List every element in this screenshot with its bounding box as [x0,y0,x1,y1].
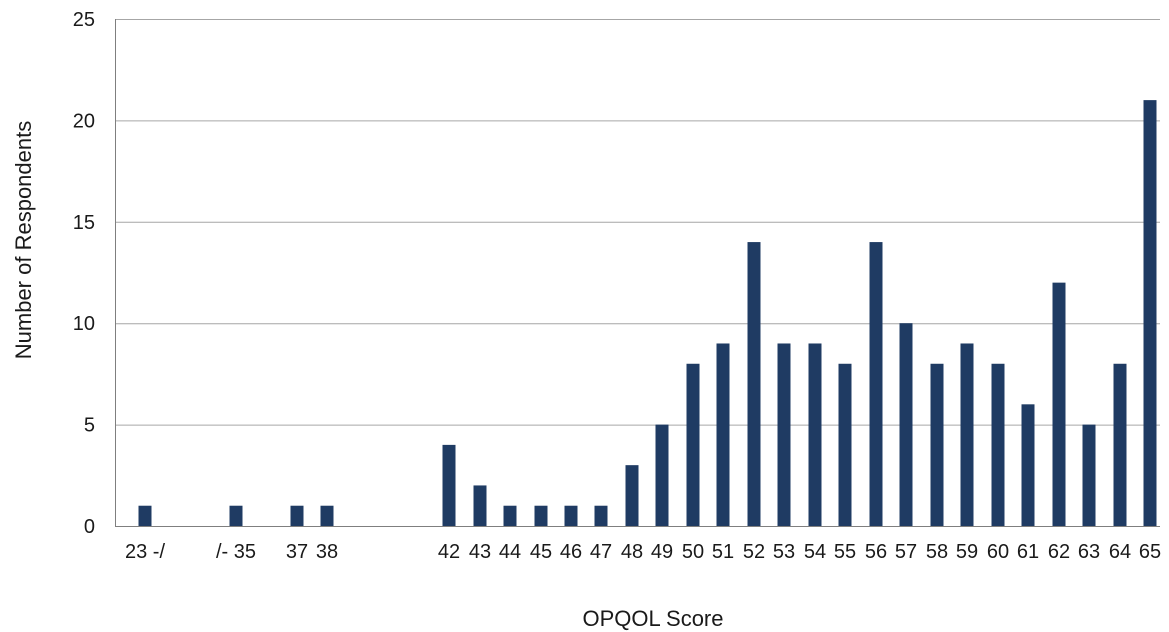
bar-55 [838,363,852,526]
bar-38 [320,505,334,526]
x-tick-label: 56 [865,541,887,563]
x-tick-label: 46 [560,541,582,563]
x-tick-label: 63 [1078,541,1100,563]
x-tick-label: 49 [651,541,673,563]
bar-63 [1082,424,1096,526]
bar-61 [1021,404,1035,526]
bar-48 [625,465,639,526]
x-tick-label: 42 [438,541,460,563]
bars [138,100,1157,527]
bar-50 [686,363,700,526]
bar-62 [1052,282,1066,526]
y-tick-label: 5 [84,415,95,437]
x-tick-label: 60 [987,541,1009,563]
x-tick-label: 23 -/ [125,541,165,563]
bar-44 [503,505,517,526]
bar-45 [534,505,548,526]
y-axis-title: Number of Respondents [11,121,36,359]
bar-46 [564,505,578,526]
x-tick-label: 55 [834,541,856,563]
bar-56 [869,242,883,526]
bar-47 [594,505,608,526]
bar-59 [960,343,974,526]
bar-65 [1143,100,1157,527]
bar-53 [777,343,791,526]
x-tick-label: 51 [712,541,734,563]
y-tick-label: 15 [73,212,95,234]
x-tick-label: 45 [530,541,552,563]
x-axis-title: OPQOL Score [582,606,723,631]
bar-23 [138,505,152,526]
x-tick-label: 50 [682,541,704,563]
bar-49 [655,424,669,526]
bar-52 [747,242,761,526]
bar-58 [930,363,944,526]
y-tick-label: 10 [73,313,95,335]
bar-54 [808,343,822,526]
bar-42 [442,444,456,526]
bar-57 [899,323,913,526]
x-tick-label: 57 [895,541,917,563]
y-tick-label: 0 [84,516,95,538]
x-tick-labels: 23 -/ /- 35 37 38 42 43 44 45 46 47 48 49 50 51 52 53 54… [125,541,1161,563]
x-tick-label: 47 [590,541,612,563]
x-tick-label: 58 [926,541,948,563]
axes [115,19,1160,527]
x-tick-label: 44 [499,541,521,563]
bar-60 [991,363,1005,526]
bar-43 [473,485,487,526]
bar-51 [716,343,730,526]
x-tick-label: 61 [1017,541,1039,563]
bar-35 [229,505,243,526]
y-tick-label: 20 [73,110,95,132]
x-tick-label: 37 [286,541,308,563]
x-tick-label: 64 [1109,541,1131,563]
x-tick-label: 43 [469,541,491,563]
x-tick-label: 53 [773,541,795,563]
x-tick-label: /- 35 [216,541,256,563]
bar-64 [1113,363,1127,526]
x-tick-label: 65 [1139,541,1161,563]
x-tick-label: 38 [316,541,338,563]
bar-37 [290,505,304,526]
x-tick-label: 54 [804,541,826,563]
y-tick-labels: 0 5 10 15 20 25 [73,9,95,538]
x-tick-label: 52 [743,541,765,563]
x-tick-label: 48 [621,541,643,563]
x-tick-label: 62 [1048,541,1070,563]
x-tick-label: 59 [956,541,978,563]
y-tick-label: 25 [73,9,95,31]
gridlines [115,19,1160,426]
